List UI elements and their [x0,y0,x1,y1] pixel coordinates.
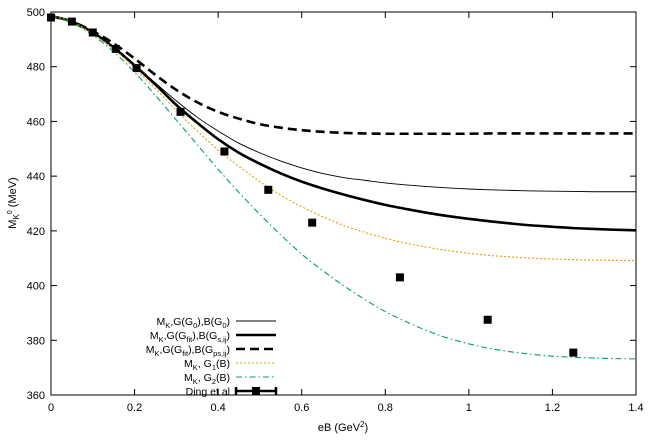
series-line-2 [50,14,637,232]
data-point-ding-et-al [132,64,141,73]
x-tick-label: 1 [466,402,472,414]
y-tick-label: 480 [27,62,45,74]
x-tick-label: 0.4 [210,402,225,414]
x-tick-label: 0.8 [378,402,393,414]
data-point-ding-et-al [67,17,76,26]
legend-label-1: MK,G(G0),B(G0) [157,316,230,330]
y-tick-label: 440 [27,171,45,183]
y-tick-label: 500 [27,7,45,19]
series-line-5 [50,15,637,360]
legend-label-5: MK, G2(B) [184,372,230,386]
data-point-ding-et-al [47,13,55,22]
legend: MK,G(G0),B(G0)MK,G(Gfit),B(Gs,ij)MK,G(Gf… [146,316,278,398]
series-line-1 [50,15,636,193]
data-point-ding-et-al [569,348,578,357]
data-point-ding-et-al [264,185,273,194]
data-point-ding-et-al [88,28,97,37]
data-point-ding-et-al [220,147,229,156]
plot-frame [50,11,637,396]
x-tick-label: 1.2 [545,402,560,414]
legend-label-2: MK,G(Gfit),B(Gs,ij) [150,330,230,344]
x-tick-label: 0 [48,402,54,414]
y-tick-label: 380 [27,335,45,347]
legend-sample-marker [252,387,260,395]
legend-label-3: MK,G(Gfit),B(Gps,ij) [146,344,230,358]
data-point-ding-et-al [395,273,404,282]
y-tick-label: 360 [27,390,45,402]
legend-label-6: Ding et al [186,386,230,398]
x-axis-label: eB (GeV2) [318,420,368,434]
series-line-3 [50,14,636,136]
series-line-4 [50,15,637,262]
x-tick-label: 1.4 [628,402,643,414]
axis-ticks: 0 0.2 0.4 0.6 0.8 1 1.2 1.4 360 380 400 420 440 460 48… [27,7,644,414]
data-point-ding-et-al [176,107,185,116]
x-tick-label: 0.2 [127,402,142,414]
y-tick-label: 420 [27,226,45,238]
data-point-ding-et-al [483,315,492,324]
legend-label-4: MK, G1(B) [184,358,230,372]
data-point-ding-et-al [308,218,317,227]
x-tick-label: 0.6 [294,402,309,414]
series-layer [47,13,637,360]
y-axis-label: MK0 (MeV) [7,177,21,228]
y-tick-label: 460 [27,116,45,128]
data-point-ding-et-al [111,44,120,53]
y-tick-label: 400 [27,281,45,293]
